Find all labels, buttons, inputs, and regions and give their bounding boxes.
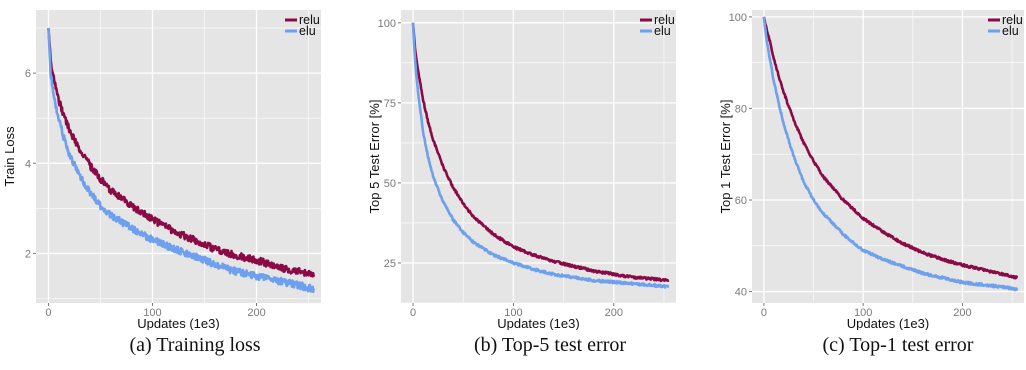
x-tick-label: 0 <box>761 307 767 319</box>
y-tick-label: 50 <box>384 178 396 190</box>
x-tick-label: 200 <box>953 307 971 319</box>
series-line-relu <box>47 27 315 278</box>
series-line-elu <box>411 22 670 289</box>
y-axis-label: Train Loss <box>2 126 17 187</box>
series-line-elu <box>762 16 1019 292</box>
legend-label-relu: relu <box>299 13 320 27</box>
y-tick-label: 80 <box>735 103 747 115</box>
y-tick-label: 4 <box>25 158 31 170</box>
y-tick-label: 100 <box>378 18 396 30</box>
series-line-relu <box>762 16 1019 280</box>
plot-background <box>401 10 676 303</box>
y-axis-label: Top 5 Test Error [%] <box>367 100 382 214</box>
caption-b: (b) Top-5 test error <box>473 334 627 356</box>
plot-background <box>752 10 1024 303</box>
x-tick-label: 0 <box>410 307 416 319</box>
legend-label-elu: elu <box>299 24 316 38</box>
y-tick-label: 100 <box>729 12 747 24</box>
legend-label-relu: relu <box>654 13 675 27</box>
x-tick-label: 200 <box>605 307 623 319</box>
x-tick-label: 100 <box>143 307 161 319</box>
y-tick-label: 60 <box>735 195 747 207</box>
legend-label-relu: relu <box>1002 13 1023 27</box>
x-tick-label: 100 <box>504 307 522 319</box>
legend-label-elu: elu <box>654 24 671 38</box>
series-line-elu <box>47 27 315 294</box>
y-tick-label: 6 <box>25 68 31 80</box>
caption-a: (a) Training loss <box>129 334 261 356</box>
y-tick-label: 25 <box>384 258 396 270</box>
series-line-relu <box>411 22 670 283</box>
plot-background <box>36 10 321 303</box>
x-axis-label: Updates (1e3) <box>497 316 579 330</box>
y-tick-label: 75 <box>384 98 396 110</box>
legend-label-elu: elu <box>1002 24 1019 38</box>
x-tick-label: 100 <box>854 307 872 319</box>
y-axis-label: Top 1 Test Error [%] <box>718 100 733 214</box>
x-axis-label: Updates (1e3) <box>137 316 219 330</box>
x-tick-label: 200 <box>247 307 265 319</box>
y-tick-label: 40 <box>735 287 747 299</box>
caption-c: (c) Top-1 test error <box>822 334 974 356</box>
y-tick-label: 2 <box>25 248 31 260</box>
x-tick-label: 0 <box>45 307 51 319</box>
x-axis-label: Updates (1e3) <box>847 316 929 330</box>
